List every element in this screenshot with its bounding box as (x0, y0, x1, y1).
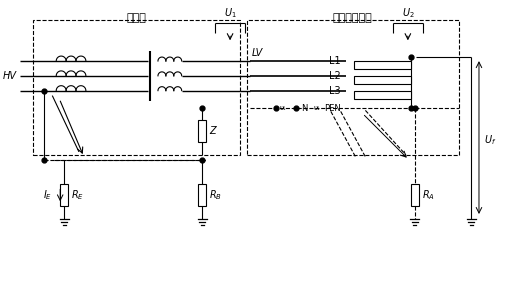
Text: υι: υι (313, 105, 319, 111)
Text: N: N (301, 104, 307, 113)
Bar (353, 91, 410, 99)
Bar (246, 20, 458, 155)
Text: $U_f$: $U_f$ (483, 133, 495, 147)
Bar (410, 184, 418, 206)
Text: LV: LV (251, 48, 263, 58)
Text: $R_E$: $R_E$ (71, 188, 84, 202)
Text: PEN: PEN (323, 104, 340, 113)
Text: $I_E$: $I_E$ (43, 188, 52, 202)
Text: $U_2$: $U_2$ (401, 6, 413, 20)
Text: $R_A$: $R_A$ (421, 188, 434, 202)
Text: $R_B$: $R_B$ (209, 188, 222, 202)
Bar (60, 184, 68, 206)
Bar (353, 61, 410, 69)
Bar (33, 20, 239, 155)
Text: 低压电气装置: 低压电气装置 (332, 13, 372, 23)
Text: $U_1$: $U_1$ (223, 6, 236, 20)
Bar (198, 184, 206, 206)
Text: υι: υι (279, 105, 286, 111)
Text: 变电所: 变电所 (126, 13, 146, 23)
Text: Z: Z (209, 126, 215, 136)
Text: L3: L3 (328, 86, 340, 96)
Text: L1: L1 (328, 56, 340, 66)
Text: L2: L2 (328, 71, 340, 81)
Text: HV: HV (3, 71, 17, 81)
Bar (353, 76, 410, 84)
Bar (198, 120, 206, 142)
